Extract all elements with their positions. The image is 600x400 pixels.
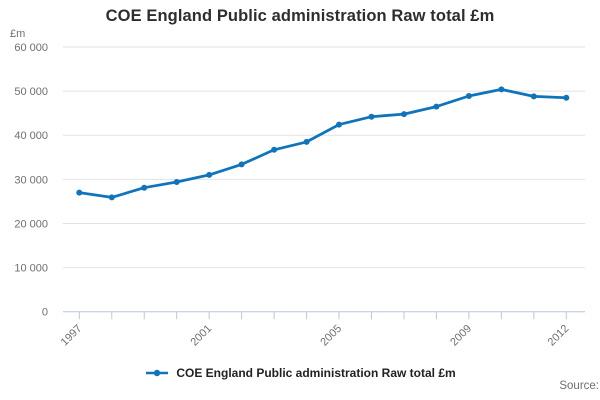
y-axis-label: 60 000 [14,42,48,54]
y-axis-label: 30 000 [14,174,48,186]
legend[interactable]: COE England Public administration Raw to… [0,366,600,380]
y-axis-label: 40 000 [14,130,48,142]
data-point-marker [401,111,407,118]
y-axis-label: 0 [42,307,48,319]
legend-marker-dot [154,369,161,377]
data-point-marker [238,161,245,168]
y-axis-label: 20 000 [14,218,48,230]
y-axis-label: 10 000 [14,263,48,275]
data-point-marker [173,179,180,185]
data-point-marker [336,121,342,128]
data-point-marker [76,189,83,196]
data-point-marker [271,146,278,153]
x-axis-label: 2009 [448,323,474,349]
data-point-marker [433,103,440,110]
y-axis-unit-label: £m [10,28,26,40]
data-point-marker [141,184,148,191]
data-point-marker [368,113,375,120]
legend-line-marker-icon [146,369,169,377]
y-axis-label: 50 000 [14,86,48,98]
data-point-marker [108,194,115,201]
data-point-marker [303,138,310,145]
data-point-marker [465,93,472,99]
x-axis-label: 2001 [188,323,214,349]
source-label: Source: [559,380,599,392]
legend-label: COE England Public administration Raw to… [176,366,456,380]
series-line [77,88,568,199]
line-chart-plot-area: 0 10 000 20 000 30 000 40 000 50 000 60 000 199… [14,42,585,349]
x-axis-label: 2012 [546,323,572,349]
data-point-marker [563,94,570,101]
data-point-marker [530,93,537,100]
x-axis-label: 1997 [59,323,85,349]
x-axis-label: 2005 [318,323,344,349]
data-point-marker [206,171,213,178]
data-point-marker [498,86,505,93]
chart-title: COE England Public administration Raw to… [105,7,495,25]
